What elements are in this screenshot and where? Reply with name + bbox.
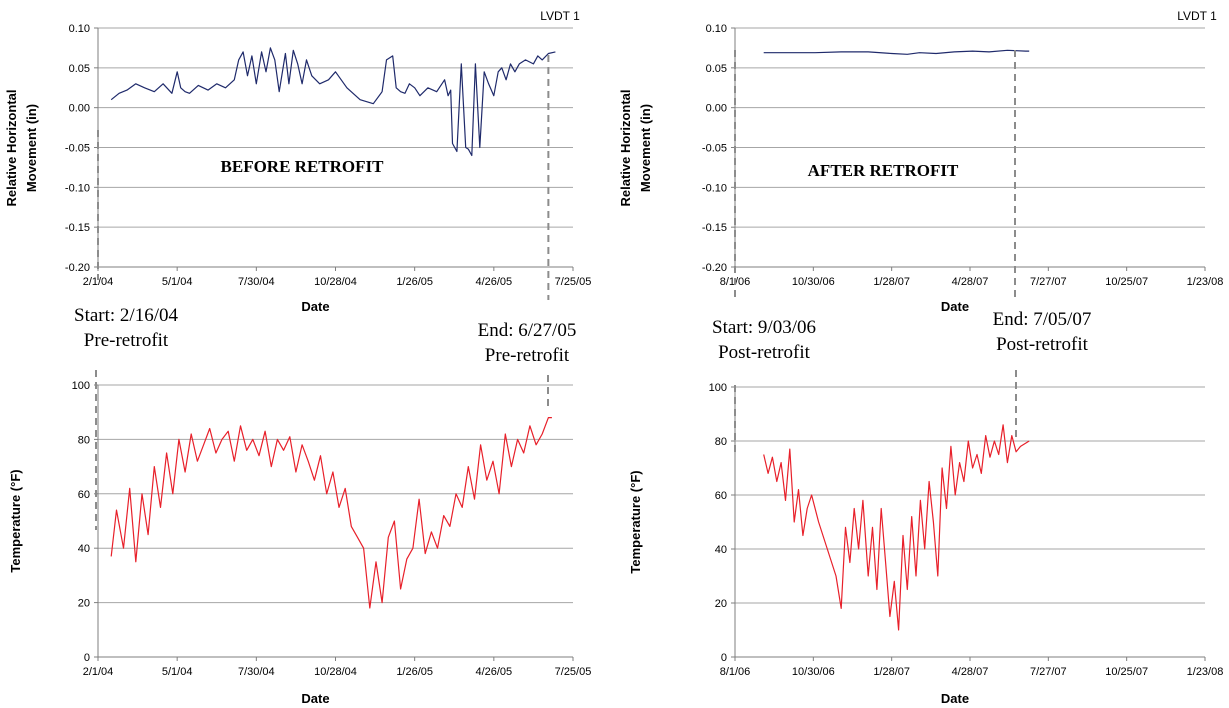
y-tick-label: -0.15 (65, 222, 90, 234)
series-line (110, 417, 552, 609)
chart-temperature-before: 100 80 60 40 20 0 2/1/04 5/1/04 7/30/04 10/28/04 1… (8, 370, 591, 706)
chart-overlay-text: BEFORE RETROFIT (221, 157, 385, 176)
x-tick-label: 5/1/04 (162, 276, 193, 288)
y-axis-label: Relative Horizontal (4, 89, 19, 206)
annotation-end-pre-line1: End: 6/27/05 (478, 320, 577, 341)
x-tick-label: 10/25/07 (1105, 666, 1148, 678)
y-tick-label: 0.00 (706, 103, 727, 115)
y-tick-label: 100 (72, 380, 90, 392)
x-tick-label: 7/30/04 (238, 666, 275, 678)
x-tick-label: 4/28/07 (952, 276, 989, 288)
y-tick-label: -0.10 (65, 182, 90, 194)
annotation-start-post-line1: Start: 9/03/06 (712, 317, 816, 338)
annotation-start-pre-line1: Start: 2/16/04 (74, 305, 178, 326)
y-tick-label: 0 (721, 652, 727, 664)
x-tick-label: 1/28/07 (873, 666, 910, 678)
x-tick-label: 5/1/04 (162, 666, 193, 678)
x-tick-label: 10/30/06 (792, 276, 835, 288)
series-line (763, 424, 1030, 631)
x-tick-label: 4/28/07 (952, 666, 989, 678)
x-tick-label: 8/1/06 (720, 666, 751, 678)
y-tick-label: 80 (78, 434, 90, 446)
y-axis-label: Temperature (°F) (628, 470, 643, 573)
x-tick-label: 1/26/05 (396, 276, 433, 288)
x-tick-label: 2/1/04 (83, 276, 114, 288)
y-tick-label: 60 (78, 489, 90, 501)
chart-movement-before: LVDT 1 BEFORE RETROFIT 0.10 0.05 0.00 -0.05… (4, 9, 591, 314)
annotation-end-post-line1: End: 7/05/07 (993, 309, 1092, 330)
y-tick-label: 0.05 (69, 63, 90, 75)
chart-corner-label: LVDT 1 (1177, 9, 1217, 23)
chart-corner-label: LVDT 1 (540, 9, 580, 23)
y-tick-label: -0.10 (702, 182, 727, 194)
x-tick-label: 1/26/05 (396, 666, 433, 678)
annotations: Start: 2/16/04 Pre-retrofit End: 6/27/05… (74, 305, 1091, 366)
y-tick-label: 0.00 (69, 103, 90, 115)
series-line (110, 47, 556, 157)
x-tick-label: 1/28/07 (873, 276, 910, 288)
x-tick-label: 4/26/05 (475, 666, 512, 678)
y-tick-label: 0 (84, 652, 90, 664)
x-tick-label: 7/27/07 (1030, 666, 1067, 678)
annotation-end-pre-line2: Pre-retrofit (485, 345, 570, 366)
x-tick-label: 10/28/04 (314, 666, 357, 678)
y-axis-label: Relative Horizontal (618, 89, 633, 206)
x-tick-label: 10/25/07 (1105, 276, 1148, 288)
x-axis-label: Date (941, 299, 969, 314)
y-tick-label: 20 (715, 598, 727, 610)
y-tick-label: 0.10 (69, 23, 90, 35)
y-tick-label: 60 (715, 490, 727, 502)
y-tick-label: -0.20 (65, 262, 90, 274)
y-axis-label: Movement (in) (24, 104, 39, 192)
x-tick-label: 1/23/08 (1187, 276, 1224, 288)
x-tick-label: 2/1/04 (83, 666, 114, 678)
x-tick-label: 10/30/06 (792, 666, 835, 678)
chart-movement-after: LVDT 1 AFTER RETROFIT 0.10 0.05 0.00 -0.05 -… (618, 9, 1223, 314)
annotation-end-post-line2: Post-retrofit (996, 334, 1089, 355)
y-tick-label: -0.15 (702, 222, 727, 234)
y-tick-label: 100 (709, 382, 727, 394)
x-tick-label: 1/23/08 (1187, 666, 1224, 678)
x-tick-label: 7/25/05 (555, 666, 592, 678)
x-axis-label: Date (301, 299, 329, 314)
y-tick-label: -0.05 (702, 143, 727, 155)
y-tick-label: 40 (78, 543, 90, 555)
y-axis-label: Movement (in) (638, 104, 653, 192)
x-tick-label: 7/27/07 (1030, 276, 1067, 288)
x-axis-label: Date (941, 691, 969, 706)
x-tick-label: 7/25/05 (555, 276, 592, 288)
chart-overlay-text: AFTER RETROFIT (808, 161, 959, 180)
y-tick-label: 0.05 (706, 63, 727, 75)
y-tick-label: -0.20 (702, 262, 727, 274)
y-tick-label: -0.05 (65, 143, 90, 155)
y-tick-label: 0.10 (706, 23, 727, 35)
y-tick-label: 40 (715, 544, 727, 556)
x-tick-label: 10/28/04 (314, 276, 357, 288)
y-tick-label: 80 (715, 436, 727, 448)
chart-temperature-after: 100 80 60 40 20 0 8/1/06 10/30/06 1/28/07 4/28/07… (628, 370, 1223, 706)
series-line (763, 49, 1030, 55)
x-axis-label: Date (301, 691, 329, 706)
x-tick-label: 7/30/04 (238, 276, 275, 288)
x-tick-label: 4/26/05 (475, 276, 512, 288)
annotation-start-pre-line2: Pre-retrofit (84, 330, 169, 351)
y-axis-label: Temperature (°F) (8, 469, 23, 572)
annotation-start-post-line2: Post-retrofit (718, 342, 811, 363)
y-tick-label: 20 (78, 598, 90, 610)
